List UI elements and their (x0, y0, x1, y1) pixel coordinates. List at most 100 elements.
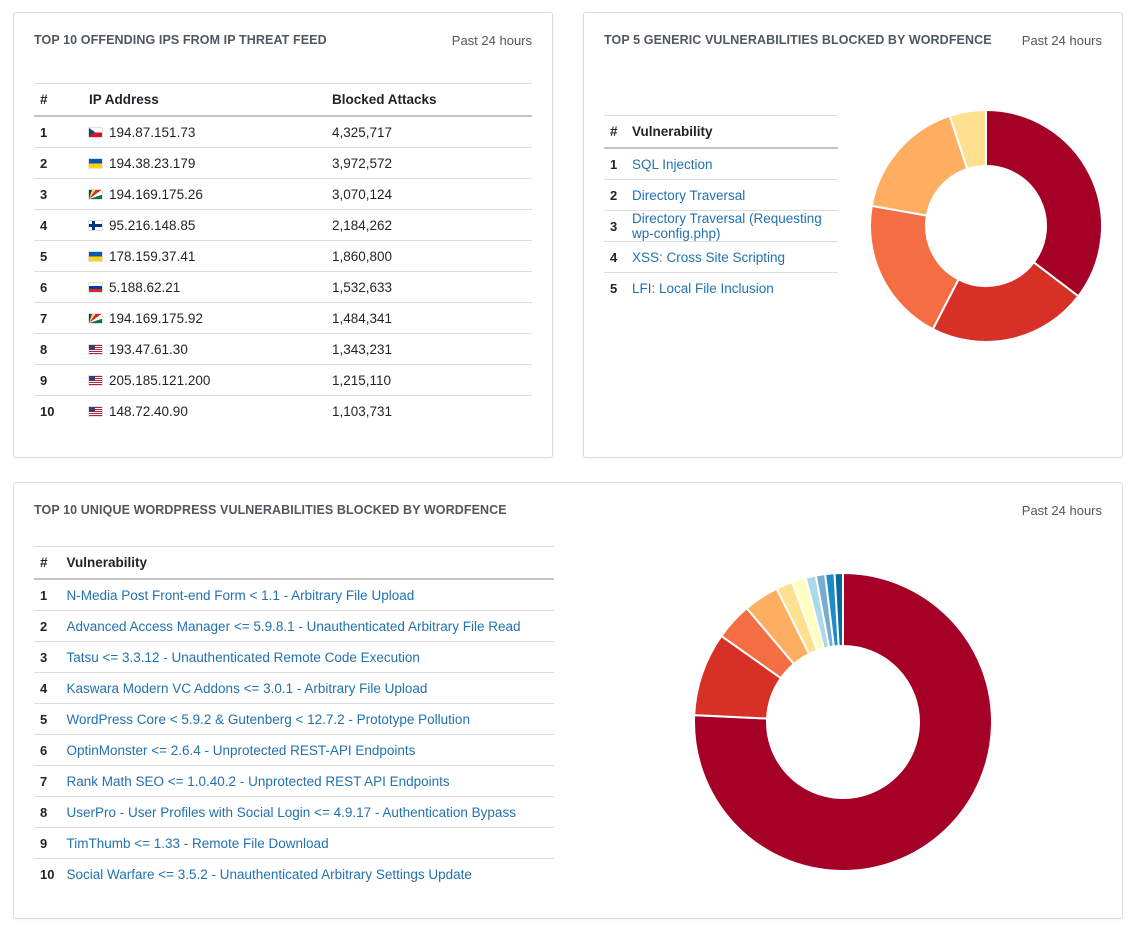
row-vulnerability-cell: Tatsu <= 3.3.12 - Unauthenticated Remote… (60, 641, 554, 673)
country-flag-icon (89, 158, 102, 168)
table-row: 8 193.47.61.30 1,343,231 (34, 333, 532, 365)
row-vulnerability-cell: Directory Traversal (Requesting wp-confi… (626, 210, 838, 242)
offending-ips-table: # IP Address Blocked Attacks 1 194.87.151… (34, 83, 532, 426)
row-blocked-attacks: 2,184,262 (326, 209, 532, 241)
vulnerability-link[interactable]: N-Media Post Front-end Form < 1.1 - Arbi… (66, 587, 415, 603)
row-blocked-attacks: 1,103,731 (332, 403, 393, 419)
card-title: TOP 5 GENERIC VULNERABILITIES BLOCKED BY… (604, 33, 992, 47)
row-rank: 2 (34, 147, 83, 179)
row-rank: 2 (604, 179, 626, 211)
vulnerability-link[interactable]: Tatsu <= 3.3.12 - Unauthenticated Remote… (66, 649, 420, 665)
row-ip-address: 194.169.175.92 (109, 310, 203, 326)
unique-vulnerabilities-card: TOP 10 UNIQUE WORDPRESS VULNERABILITIES … (13, 482, 1123, 919)
row-ip-address: 194.87.151.73 (109, 124, 196, 140)
vulnerability-column-header: Vulnerability (626, 115, 838, 149)
row-vulnerability-cell: TimThumb <= 1.33 - Remote File Download (60, 827, 554, 859)
donut-slice[interactable] (833, 571, 844, 648)
card-title: TOP 10 UNIQUE WORDPRESS VULNERABILITIES … (34, 503, 507, 517)
generic-vulnerabilities-card: TOP 5 GENERIC VULNERABILITIES BLOCKED BY… (583, 12, 1123, 458)
row-vulnerability-cell: SQL Injection (626, 148, 838, 180)
vulnerability-link[interactable]: Social Warfare <= 3.5.2 - Unauthenticate… (66, 866, 472, 882)
attacks-column-header: Blocked Attacks (326, 83, 532, 117)
rank-column-header: # (34, 546, 61, 580)
vulnerability-link[interactable]: Advanced Access Manager <= 5.9.8.1 - Una… (66, 618, 521, 634)
ip-column-header: IP Address (83, 83, 326, 117)
time-period: Past 24 hours (451, 33, 532, 48)
table-row: 10 Social Warfare <= 3.5.2 - Unauthentica… (34, 859, 554, 890)
table-row: 6 5.188.62.21 1,532,633 (34, 271, 532, 303)
row-rank: 8 (34, 796, 61, 828)
unique-vulnerabilities-donut-chart (693, 571, 993, 872)
vulnerability-link[interactable]: SQL Injection (632, 156, 713, 172)
row-ip-cell: 148.72.40.90 (83, 396, 326, 427)
row-rank: 3 (604, 210, 626, 242)
row-vulnerability-cell: LFI: Local File Inclusion (626, 273, 838, 304)
row-vulnerability-cell: N-Media Post Front-end Form < 1.1 - Arbi… (60, 579, 554, 611)
row-rank: 10 (40, 866, 55, 882)
card-title: TOP 10 OFFENDING IPS FROM IP THREAT FEED (34, 33, 327, 47)
row-rank: 1 (34, 579, 61, 611)
vulnerability-link[interactable]: LFI: Local File Inclusion (632, 280, 774, 296)
table-row: 2 Directory Traversal (604, 179, 838, 211)
donut-slice[interactable] (693, 571, 993, 872)
vulnerability-link[interactable]: OptinMonster <= 2.6.4 - Unprotected REST… (66, 742, 416, 758)
row-vulnerability-cell: Rank Math SEO <= 1.0.40.2 - Unprotected … (60, 765, 554, 797)
row-rank: 5 (610, 280, 618, 296)
donut-slice[interactable] (985, 108, 1103, 298)
donut-slice[interactable] (948, 108, 987, 171)
row-vulnerability-cell: WordPress Core < 5.9.2 & Gutenberg < 12.… (60, 703, 554, 735)
rank-column-header: # (34, 83, 83, 117)
country-flag-icon (89, 375, 102, 385)
row-blocked-attacks: 1,860,800 (326, 240, 532, 272)
row-rank: 10 (40, 403, 55, 419)
vulnerability-column-header: Vulnerability (60, 546, 554, 580)
rank-column-header: # (604, 115, 626, 149)
row-rank: 2 (34, 610, 61, 642)
row-blocked-attacks: 3,972,572 (326, 147, 532, 179)
row-vulnerability-cell: OptinMonster <= 2.6.4 - Unprotected REST… (60, 734, 554, 766)
row-rank: 9 (34, 827, 61, 859)
row-vulnerability-cell: Kaswara Modern VC Addons <= 3.0.1 - Arbi… (60, 672, 554, 704)
donut-slice[interactable] (870, 114, 969, 217)
row-ip-cell: 205.185.121.200 (83, 364, 326, 396)
table-row: 2 194.38.23.179 3,972,572 (34, 147, 532, 179)
table-row: 3 Tatsu <= 3.3.12 - Unauthenticated Remot… (34, 641, 554, 673)
row-ip-address: 205.185.121.200 (109, 372, 211, 388)
row-ip-address: 193.47.61.30 (109, 341, 188, 357)
vulnerability-link[interactable]: UserPro - User Profiles with Social Logi… (66, 804, 516, 820)
vulnerability-link[interactable]: TimThumb <= 1.33 - Remote File Download (66, 835, 329, 851)
country-flag-icon (89, 127, 102, 137)
row-rank: 7 (34, 302, 83, 334)
vulnerability-link[interactable]: Rank Math SEO <= 1.0.40.2 - Unprotected … (66, 773, 450, 789)
row-blocked-attacks: 1,215,110 (326, 364, 532, 396)
donut-slice[interactable] (869, 204, 960, 331)
row-rank: 8 (34, 333, 83, 365)
row-rank: 1 (34, 116, 83, 148)
vulnerability-link[interactable]: WordPress Core < 5.9.2 & Gutenberg < 12.… (66, 711, 470, 727)
row-ip-address: 194.38.23.179 (109, 155, 196, 171)
row-ip-address: 5.188.62.21 (109, 279, 181, 295)
table-row: 8 UserPro - User Profiles with Social Log… (34, 796, 554, 828)
table-row: 5 LFI: Local File Inclusion (604, 273, 838, 304)
row-vulnerability-cell: UserPro - User Profiles with Social Logi… (60, 796, 554, 828)
row-vulnerability-cell: Social Warfare <= 3.5.2 - Unauthenticate… (60, 859, 554, 890)
country-flag-icon (89, 313, 102, 323)
vulnerability-link[interactable]: XSS: Cross Site Scripting (632, 249, 786, 265)
row-rank: 6 (34, 271, 83, 303)
vulnerability-link[interactable]: Kaswara Modern VC Addons <= 3.0.1 - Arbi… (66, 680, 428, 696)
donut-slice[interactable] (931, 260, 1080, 343)
row-blocked-attacks: 3,070,124 (326, 178, 532, 210)
generic-vulnerabilities-table: # Vulnerability 1 SQL Injection 2 Directory… (604, 115, 838, 303)
row-rank: 9 (34, 364, 83, 396)
row-ip-cell: 95.216.148.85 (83, 209, 326, 241)
row-ip-cell: 193.47.61.30 (83, 333, 326, 365)
table-row: 4 XSS: Cross Site Scripting (604, 241, 838, 273)
vulnerability-link[interactable]: Directory Traversal (Requesting wp-confi… (632, 211, 822, 241)
row-rank: 5 (34, 703, 61, 735)
row-blocked-attacks: 1,484,341 (326, 302, 532, 334)
row-rank: 4 (604, 241, 626, 273)
time-period: Past 24 hours (1021, 503, 1102, 518)
vulnerability-link[interactable]: Directory Traversal (632, 187, 746, 203)
table-row: 7 Rank Math SEO <= 1.0.40.2 - Unprotected… (34, 765, 554, 797)
table-row: 9 205.185.121.200 1,215,110 (34, 364, 532, 396)
